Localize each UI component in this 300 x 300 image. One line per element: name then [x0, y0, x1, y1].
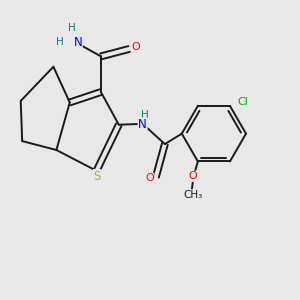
- Text: O: O: [131, 43, 140, 52]
- Text: S: S: [93, 170, 101, 183]
- Text: N: N: [138, 118, 147, 131]
- Text: N: N: [74, 36, 82, 49]
- Text: CH₃: CH₃: [183, 190, 202, 200]
- Text: H: H: [68, 23, 76, 33]
- Text: O: O: [145, 173, 154, 183]
- Text: H: H: [141, 110, 149, 120]
- Text: O: O: [189, 171, 197, 181]
- Text: Cl: Cl: [237, 97, 248, 107]
- Text: H: H: [56, 37, 64, 47]
